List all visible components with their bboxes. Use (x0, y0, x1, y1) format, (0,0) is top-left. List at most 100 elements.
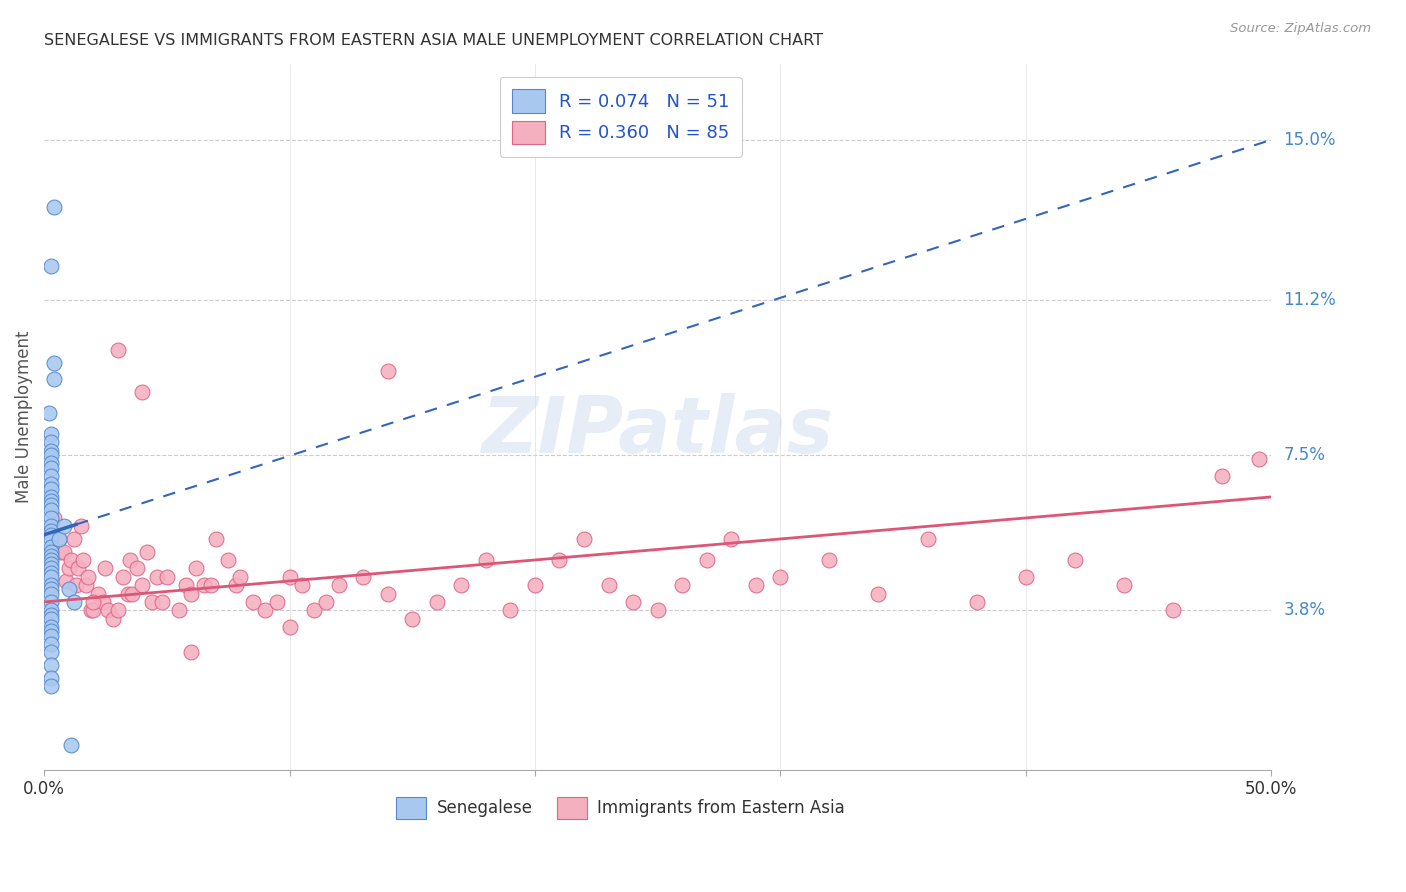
Point (75, 578, 97, 592)
Point (52, 544, 75, 558)
Point (48, 532, 70, 546)
Point (60, 738, 83, 752)
Point (41, 541, 63, 555)
Point (82, 603, 104, 617)
Point (87, 586, 110, 600)
Point (426, 595, 449, 609)
Point (41, 259, 63, 273)
Point (499, 603, 522, 617)
Point (48, 532, 70, 546)
Point (156, 570, 179, 584)
Point (41, 482, 63, 496)
Point (58, 582, 80, 597)
Point (41, 443, 63, 458)
Point (65, 578, 87, 592)
Text: SENEGALESE VS IMMIGRANTS FROM EASTERN ASIA MALE UNEMPLOYMENT CORRELATION CHART: SENEGALESE VS IMMIGRANTS FROM EASTERN AS… (44, 33, 823, 48)
Point (1247, 452, 1270, 467)
Point (41, 679, 63, 693)
Point (41, 448, 63, 462)
Point (41, 426, 63, 441)
Point (41, 620, 63, 634)
Point (205, 532, 228, 546)
Point (82, 595, 104, 609)
Point (41, 460, 63, 475)
Point (41, 511, 63, 525)
Point (41, 671, 63, 685)
Point (302, 603, 325, 617)
Point (41, 549, 63, 563)
Point (91, 595, 114, 609)
Point (278, 570, 301, 584)
Point (150, 595, 173, 609)
Point (42, 511, 65, 525)
Point (180, 645, 202, 659)
Point (41, 490, 63, 504)
Point (966, 595, 988, 609)
Point (818, 553, 841, 567)
Point (51, 544, 73, 558)
Point (67, 561, 90, 575)
Point (621, 595, 644, 609)
Point (131, 578, 153, 592)
Point (121, 586, 143, 600)
Point (266, 595, 288, 609)
Point (41, 657, 63, 672)
Point (253, 603, 276, 617)
Point (77, 570, 100, 584)
Point (131, 384, 153, 399)
Point (146, 570, 169, 584)
Point (450, 578, 472, 592)
Text: Source: ZipAtlas.com: Source: ZipAtlas.com (1230, 22, 1371, 36)
Text: 11.2%: 11.2% (1284, 291, 1336, 309)
Point (217, 553, 239, 567)
Point (41, 582, 63, 597)
Text: 15.0%: 15.0% (1284, 131, 1336, 149)
Point (62, 595, 84, 609)
Point (647, 603, 669, 617)
Point (42, 355, 65, 369)
Point (41, 578, 63, 592)
Legend: Senegalese, Immigrants from Eastern Asia: Senegalese, Immigrants from Eastern Asia (389, 790, 852, 825)
Point (41, 502, 63, 516)
Point (1112, 578, 1135, 592)
Point (94, 561, 117, 575)
Point (80, 603, 103, 617)
Point (315, 595, 337, 609)
Y-axis label: Male Unemployment: Male Unemployment (15, 331, 32, 503)
Point (745, 578, 768, 592)
Point (41, 612, 63, 626)
Point (1063, 553, 1085, 567)
Point (41, 499, 63, 513)
Point (696, 553, 718, 567)
Point (41, 456, 63, 470)
Point (127, 561, 149, 575)
Point (41, 544, 63, 558)
Point (868, 586, 890, 600)
Point (167, 603, 190, 617)
Point (42, 200, 65, 214)
Point (107, 343, 129, 357)
Point (118, 553, 141, 567)
Point (671, 578, 693, 592)
Point (52, 519, 75, 533)
Point (41, 494, 63, 508)
Point (41, 435, 63, 450)
Point (41, 566, 63, 580)
Point (41, 629, 63, 643)
Point (136, 544, 159, 558)
Point (229, 570, 252, 584)
Point (523, 578, 546, 592)
Point (377, 364, 399, 378)
Point (572, 532, 595, 546)
Point (377, 586, 399, 600)
Point (917, 532, 939, 546)
Point (769, 570, 792, 584)
Point (291, 578, 314, 592)
Text: 3.8%: 3.8% (1284, 601, 1326, 619)
Point (41, 595, 63, 609)
Point (1161, 603, 1184, 617)
Point (38, 406, 60, 420)
Point (107, 603, 129, 617)
Point (41, 519, 63, 533)
Point (41, 637, 63, 651)
